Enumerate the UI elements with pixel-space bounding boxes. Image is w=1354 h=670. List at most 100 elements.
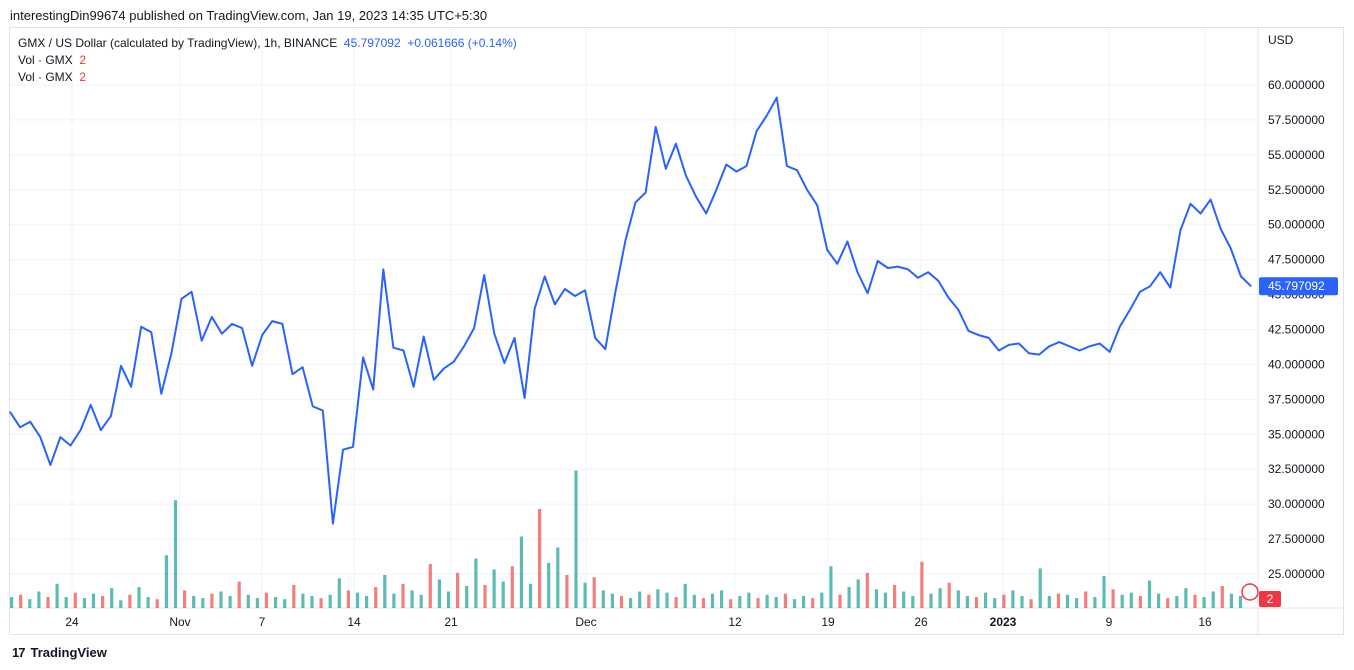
us-flag-icon[interactable] <box>1241 583 1259 601</box>
price-point <box>1048 345 1050 347</box>
volume-bar <box>592 577 596 608</box>
price-tick-label: 32.500000 <box>1268 462 1325 476</box>
volume-bar <box>519 536 523 608</box>
price-point <box>332 523 334 525</box>
volume-bar <box>683 583 687 608</box>
volume-bar <box>1102 576 1106 608</box>
price-line[interactable] <box>9 96 1252 525</box>
volume-bar <box>574 470 578 608</box>
price-point <box>302 366 304 368</box>
price-point <box>1210 199 1212 201</box>
chart-legend: GMX / US Dollar (calculated by TradingVi… <box>18 35 517 86</box>
volume-bar <box>583 582 587 608</box>
price-point <box>1189 203 1192 205</box>
volume-bar <box>392 593 396 608</box>
volume-bar <box>146 597 150 608</box>
time-tick-label: Dec <box>575 615 596 629</box>
currency-label[interactable]: USD <box>1268 33 1294 47</box>
price-point <box>413 386 415 388</box>
time-tick-label: 19 <box>821 615 835 629</box>
price-point <box>887 267 889 269</box>
volume-bar <box>10 597 14 608</box>
volume-bar <box>283 599 287 608</box>
price-point <box>372 389 374 391</box>
time-tick-label: 7 <box>259 615 266 629</box>
volume-bar <box>346 590 350 608</box>
volume-bar <box>437 579 441 608</box>
time-axis: 24 Nov 7 14 21 Dec 12 19 26 2023 9 16 <box>65 615 1212 629</box>
time-tick-label: 16 <box>1198 615 1212 629</box>
legend-volume-row[interactable]: Vol · GMX 2 <box>18 52 517 69</box>
legend-symbol-row[interactable]: GMX / US Dollar (calculated by TradingVi… <box>18 35 517 52</box>
price-point <box>574 295 576 297</box>
time-tick-label: 12 <box>728 615 742 629</box>
price-point <box>241 327 243 329</box>
price-point <box>352 446 354 448</box>
legend-volume-row[interactable]: Vol · GMX 2 <box>18 69 517 86</box>
price-point <box>957 309 960 311</box>
volume-bar <box>137 587 141 608</box>
volume-bar <box>46 597 50 608</box>
volume-bar <box>1038 568 1042 608</box>
volume-bar <box>556 547 560 608</box>
volume-bar <box>255 598 259 608</box>
volume-bar <box>310 595 314 608</box>
price-point <box>927 271 929 273</box>
tradingview-logo[interactable]: 17 TradingView <box>12 645 107 660</box>
price-point <box>978 334 980 336</box>
volume-bar <box>638 591 642 608</box>
price-point <box>49 464 52 466</box>
volume-bar <box>55 583 59 608</box>
volume-bar <box>829 566 833 608</box>
volume-bar <box>1020 595 1024 608</box>
volume-bar <box>119 600 123 608</box>
volume-bar <box>419 594 423 608</box>
price-point <box>776 97 778 99</box>
volume-bar <box>956 590 960 608</box>
price-point <box>110 415 112 417</box>
volume-bar <box>164 555 168 608</box>
volume-bar <box>738 595 742 608</box>
price-point <box>756 130 758 132</box>
price-change: +0.061666 (+0.14%) <box>407 36 517 50</box>
volume-bar <box>947 582 951 608</box>
price-point <box>9 411 11 413</box>
volume-bar <box>456 572 460 608</box>
volume-bar <box>601 590 605 608</box>
volume-bar <box>720 590 724 608</box>
volume-bar <box>847 587 851 608</box>
volume-bar <box>1202 597 1206 608</box>
volume-bar <box>383 575 387 608</box>
price-point <box>120 365 122 367</box>
price-point <box>180 298 183 300</box>
price-tick-label: 52.500000 <box>1268 183 1325 197</box>
price-point <box>1089 345 1091 347</box>
volume-bar <box>647 594 651 608</box>
price-point <box>816 204 818 206</box>
price-point <box>362 356 364 358</box>
volume-bar <box>173 500 178 608</box>
volume-bar <box>710 593 715 608</box>
volume-value: 2 <box>79 53 87 67</box>
volume-bar <box>1184 588 1188 608</box>
price-tick-label: 25.000000 <box>1268 567 1325 581</box>
price-point <box>80 429 82 431</box>
price-point <box>856 271 859 273</box>
price-point <box>281 323 283 325</box>
volume-bar <box>446 591 451 608</box>
volume-bar <box>765 594 769 608</box>
price-point <box>1149 285 1151 287</box>
volume-bar <box>874 589 878 608</box>
volume-bar <box>365 595 369 608</box>
volume-bar <box>665 592 669 608</box>
volume-bar <box>410 590 414 608</box>
price-point <box>947 296 949 298</box>
price-tick-label: 37.500000 <box>1268 392 1325 406</box>
price-point <box>806 189 808 191</box>
price-point <box>725 164 727 166</box>
price-tick-label: 42.500000 <box>1268 323 1325 337</box>
price-axis: 60.000000 57.500000 55.000000 52.500000 50.0… <box>1268 78 1325 581</box>
volume-bar <box>474 558 478 608</box>
volume-bar <box>1011 590 1015 608</box>
